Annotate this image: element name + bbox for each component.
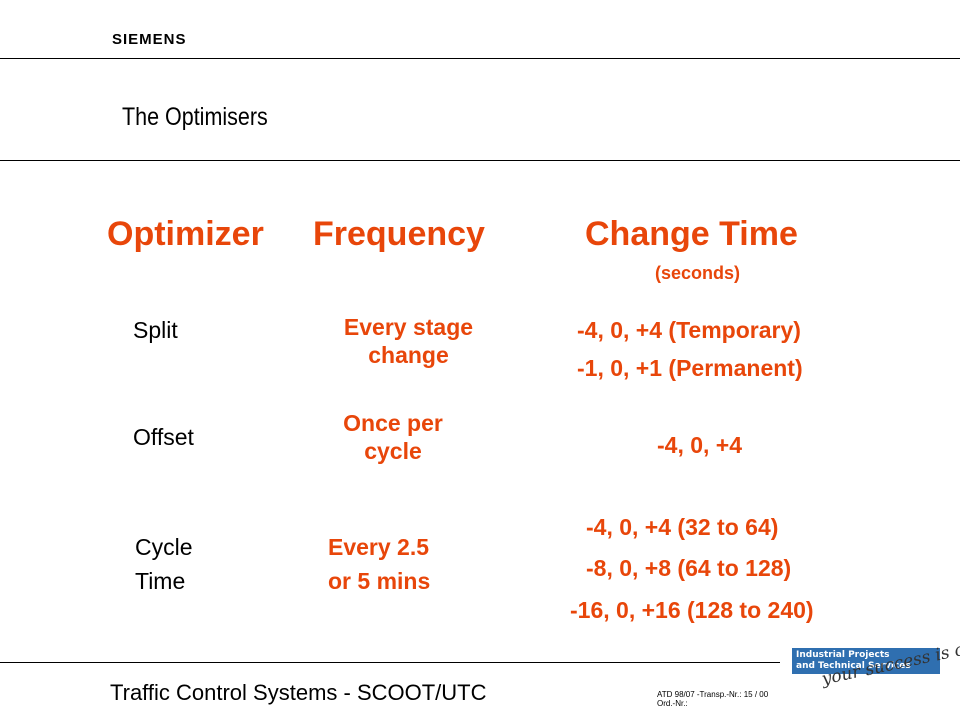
change-cycle-32-64: -4, 0, +4 (32 to 64) xyxy=(586,514,779,540)
slide-title: The Optimisers xyxy=(122,103,268,131)
footer-text: Traffic Control Systems - SCOOT/UTC xyxy=(110,680,487,705)
frequency-offset-line2: cycle xyxy=(364,438,422,464)
siemens-logo: SIEMENS xyxy=(112,31,187,48)
column-header-optimizer: Optimizer xyxy=(107,215,264,253)
row-label-cycle-time: Cycle Time xyxy=(135,530,193,598)
units-label: (seconds) xyxy=(655,263,741,283)
column-header-frequency: Frequency xyxy=(313,215,485,253)
frequency-split-line2: change xyxy=(368,342,449,368)
column-header-change-time: Change Time xyxy=(585,215,798,253)
bottom-divider xyxy=(0,662,780,663)
row-label-cycle-time-line1: Cycle xyxy=(135,534,193,560)
row-label-cycle-time-line2: Time xyxy=(135,568,186,594)
services-badge: Industrial Projects and Technical Servic… xyxy=(790,627,960,706)
row-label-offset: Offset xyxy=(133,424,194,450)
reference-line2: Ord.-Nr.: xyxy=(657,699,688,708)
badge-line2: and Technical Services xyxy=(796,661,911,671)
title-divider xyxy=(0,160,960,161)
top-divider xyxy=(0,58,960,59)
frequency-cycle-time-line2: or 5 mins xyxy=(328,568,431,594)
frequency-split-line1: Every stage xyxy=(343,314,474,340)
frequency-cycle-time-line1: Every 2.5 xyxy=(328,534,430,560)
frequency-cycle-time: Every 2.5 or 5 mins xyxy=(328,530,430,598)
reference-line1: ATD 98/07 -Transp.-Nr.: 15 / 00 xyxy=(657,690,769,699)
badge-box xyxy=(792,648,940,674)
frequency-offset-line1: Once per xyxy=(343,410,443,436)
change-split-permanent: -1, 0, +1 (Permanent) xyxy=(577,355,803,381)
reference-info: ATD 98/07 -Transp.-Nr.: 15 / 00 Ord.-Nr.… xyxy=(657,690,768,708)
row-label-split: Split xyxy=(133,317,178,343)
change-split-temporary: -4, 0, +4 (Temporary) xyxy=(577,317,801,343)
change-offset: -4, 0, +4 xyxy=(657,432,743,458)
frequency-offset: Once per cycle xyxy=(308,409,478,465)
frequency-split: Every stage change xyxy=(316,313,501,369)
badge-line1: Industrial Projects xyxy=(796,650,890,660)
change-cycle-64-128: -8, 0, +8 (64 to 128) xyxy=(586,555,792,581)
change-cycle-128-240: -16, 0, +16 (128 to 240) xyxy=(570,597,814,623)
